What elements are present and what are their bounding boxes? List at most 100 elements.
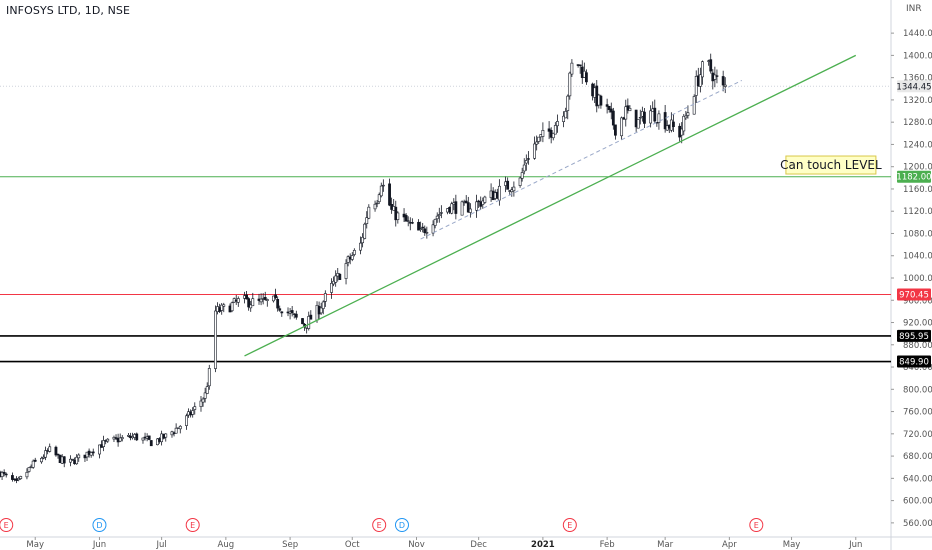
dividend-event-icon[interactable]: D bbox=[92, 518, 107, 532]
candle-body bbox=[71, 458, 74, 461]
candle bbox=[25, 468, 29, 480]
candle-body bbox=[680, 128, 684, 136]
candle bbox=[406, 216, 410, 227]
trendlines-layer[interactable] bbox=[244, 54, 857, 357]
earnings-event-icon[interactable]: E bbox=[185, 518, 200, 532]
dividend-event-icon[interactable]: D bbox=[394, 518, 409, 532]
annotation-box[interactable] bbox=[785, 155, 877, 175]
candle bbox=[468, 203, 472, 218]
earnings-event-icon[interactable]: E bbox=[562, 518, 577, 532]
candle bbox=[634, 109, 638, 132]
event-circle[interactable] bbox=[92, 518, 107, 532]
horizontal-levels-layer[interactable] bbox=[0, 85, 891, 363]
candle-body bbox=[570, 62, 574, 75]
candle bbox=[721, 70, 725, 92]
candle-body bbox=[672, 121, 675, 128]
candle-body bbox=[475, 201, 478, 211]
candle bbox=[288, 308, 292, 320]
candle-body bbox=[522, 164, 526, 172]
candle bbox=[609, 102, 613, 120]
candle-body bbox=[435, 215, 439, 220]
candle bbox=[709, 53, 713, 74]
event-circle[interactable] bbox=[185, 518, 200, 532]
candle-body bbox=[404, 215, 408, 222]
candle-body bbox=[352, 250, 356, 255]
support-trendline[interactable] bbox=[244, 54, 857, 357]
x-tick-label: Nov bbox=[408, 540, 425, 550]
candle-body bbox=[276, 299, 280, 309]
price-tag-bg bbox=[897, 170, 931, 183]
candle-body bbox=[518, 177, 522, 186]
event-circle[interactable] bbox=[394, 518, 409, 532]
x-tick-label: Apr bbox=[722, 540, 737, 550]
candle bbox=[230, 301, 234, 313]
last-price-tag: 1344.45 bbox=[896, 80, 932, 93]
level-price-tag: 970.45 bbox=[897, 288, 931, 301]
candle-body bbox=[614, 124, 617, 136]
candle bbox=[220, 302, 224, 315]
y-tick-label: 1120.00 bbox=[903, 207, 932, 217]
event-circle[interactable] bbox=[0, 518, 14, 532]
candle bbox=[203, 387, 207, 403]
candle bbox=[193, 402, 197, 415]
candle-body bbox=[361, 236, 365, 244]
earnings-event-icon[interactable]: E bbox=[372, 518, 387, 532]
candle-body bbox=[537, 136, 541, 142]
candle bbox=[361, 233, 365, 248]
annotation-layer[interactable]: Can touch LEVEL bbox=[780, 155, 882, 175]
candle-body bbox=[533, 143, 537, 159]
y-tick-label: 1040.00 bbox=[903, 252, 932, 262]
candle bbox=[636, 119, 640, 129]
annotation-label[interactable]: Can touch LEVEL bbox=[780, 155, 882, 175]
candle-body bbox=[17, 477, 21, 481]
candle bbox=[0, 470, 4, 480]
candle bbox=[518, 176, 522, 188]
candle bbox=[222, 302, 226, 313]
candle bbox=[477, 199, 481, 208]
level-price-tag: 849.90 bbox=[897, 355, 931, 368]
candle bbox=[214, 305, 217, 373]
event-circle[interactable] bbox=[749, 518, 764, 532]
candle-body bbox=[433, 218, 437, 226]
earnings-event-icon[interactable]: E bbox=[0, 518, 14, 532]
candle-body bbox=[147, 435, 151, 440]
y-tick-label: 1440.00 bbox=[903, 29, 932, 39]
candle-body bbox=[120, 437, 124, 440]
event-circle[interactable] bbox=[372, 518, 387, 532]
candle-body bbox=[564, 111, 568, 119]
candle-body bbox=[541, 130, 545, 137]
candle bbox=[417, 219, 420, 231]
candle-body bbox=[555, 121, 559, 127]
candle-body bbox=[477, 200, 481, 203]
candle bbox=[77, 453, 81, 462]
candle-body bbox=[535, 141, 539, 145]
candle-body bbox=[193, 406, 197, 410]
y-tick-label: 720.00 bbox=[903, 430, 932, 440]
x-tick-label: May bbox=[783, 540, 801, 550]
candle bbox=[568, 71, 572, 100]
candle-body bbox=[344, 263, 348, 279]
candle-body bbox=[301, 318, 304, 325]
x-tick-label: Oct bbox=[345, 540, 360, 550]
y-tick-label: 1200.00 bbox=[903, 163, 932, 173]
candle-body bbox=[421, 226, 425, 229]
candle-body bbox=[497, 185, 501, 201]
candle bbox=[106, 438, 110, 443]
earnings-event-icon[interactable]: E bbox=[749, 518, 764, 532]
candle bbox=[278, 305, 282, 312]
candle-body bbox=[437, 214, 441, 216]
candle bbox=[535, 135, 539, 151]
candle bbox=[421, 222, 425, 233]
candle bbox=[259, 293, 263, 306]
candle-body bbox=[11, 475, 14, 480]
event-circle[interactable] bbox=[562, 518, 577, 532]
candle bbox=[512, 181, 516, 197]
candle-body bbox=[423, 228, 427, 234]
candle bbox=[174, 423, 178, 434]
dashed-trendline[interactable] bbox=[420, 79, 743, 240]
candle bbox=[553, 122, 557, 135]
candle bbox=[56, 453, 60, 459]
candle-body bbox=[185, 415, 188, 426]
